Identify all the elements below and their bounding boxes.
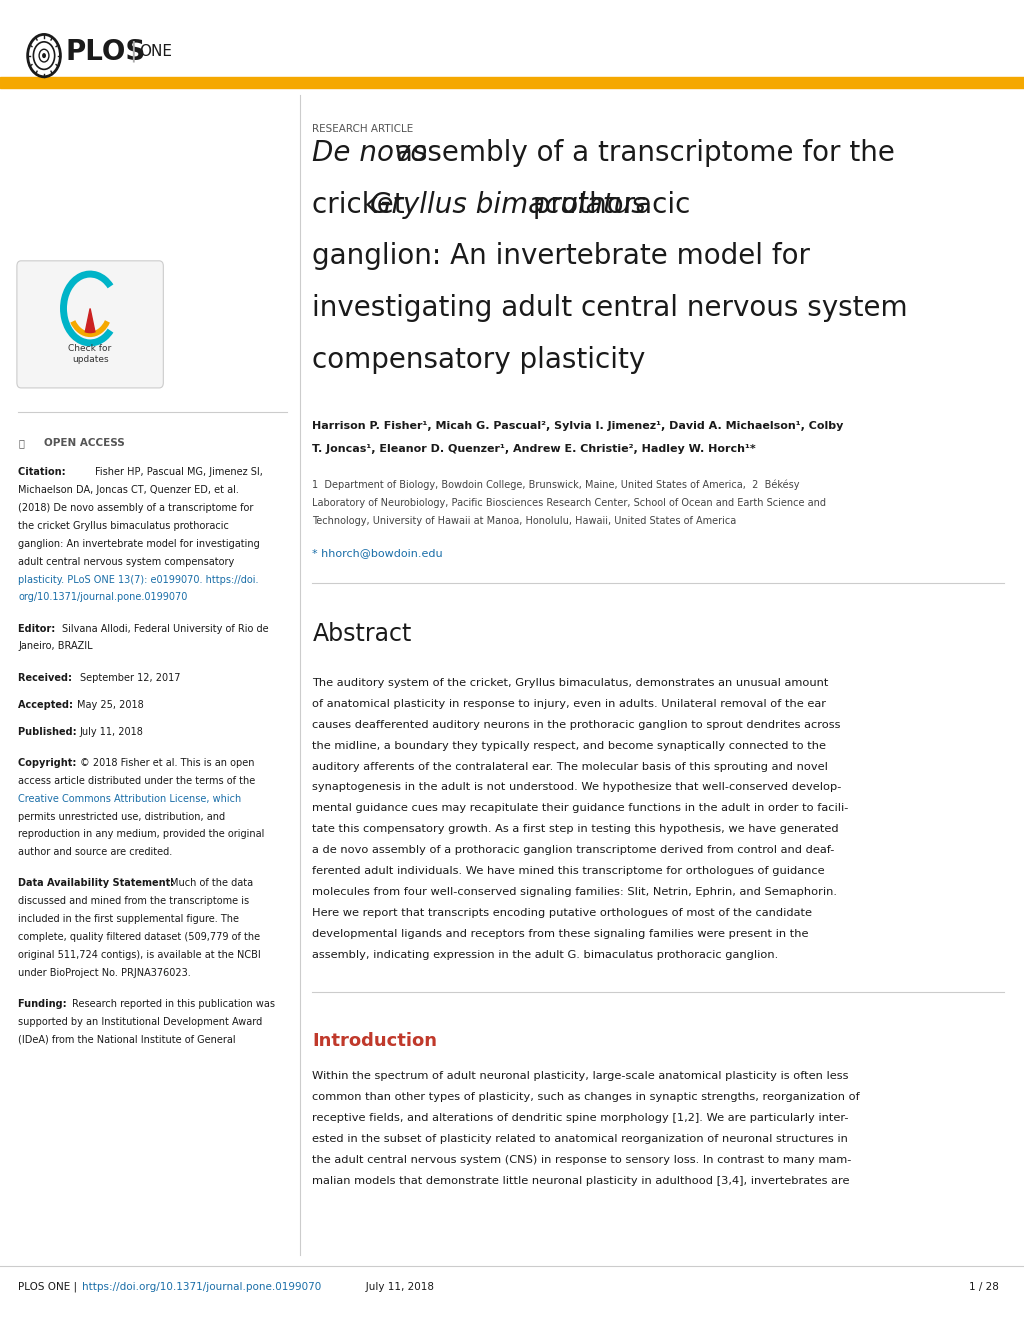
Text: the cricket Gryllus bimaculatus prothoracic: the cricket Gryllus bimaculatus prothora… xyxy=(18,522,229,531)
Text: RESEARCH ARTICLE: RESEARCH ARTICLE xyxy=(312,124,414,135)
Text: author and source are credited.: author and source are credited. xyxy=(18,847,173,858)
Text: Data Availability Statement:: Data Availability Statement: xyxy=(18,879,178,888)
Text: compensatory plasticity: compensatory plasticity xyxy=(312,346,645,373)
Text: 🔒: 🔒 xyxy=(18,438,25,449)
Text: Michaelson DA, Joncas CT, Quenzer ED, et al.: Michaelson DA, Joncas CT, Quenzer ED, et… xyxy=(18,486,240,495)
Text: plasticity. PLoS ONE 13(7): e0199070. https://doi.: plasticity. PLoS ONE 13(7): e0199070. ht… xyxy=(18,575,259,585)
Text: complete, quality filtered dataset (509,779 of the: complete, quality filtered dataset (509,… xyxy=(18,932,260,943)
Text: 1  Department of Biology, Bowdoin College, Brunswick, Maine, United States of Am: 1 Department of Biology, Bowdoin College… xyxy=(312,479,800,490)
Text: permits unrestricted use, distribution, and: permits unrestricted use, distribution, … xyxy=(18,812,225,822)
Text: September 12, 2017: September 12, 2017 xyxy=(80,673,180,683)
Text: prothoracic: prothoracic xyxy=(524,191,690,218)
Text: Within the spectrum of adult neuronal plasticity, large-scale anatomical plastic: Within the spectrum of adult neuronal pl… xyxy=(312,1071,849,1082)
Text: org/10.1371/journal.pone.0199070: org/10.1371/journal.pone.0199070 xyxy=(18,593,187,602)
Text: ONE: ONE xyxy=(139,44,172,60)
Text: © 2018 Fisher et al. This is an open: © 2018 Fisher et al. This is an open xyxy=(80,759,254,768)
Text: molecules from four well-conserved signaling families: Slit, Netrin, Ephrin, and: molecules from four well-conserved signa… xyxy=(312,887,838,898)
Text: Citation:: Citation: xyxy=(18,467,70,478)
Text: Received:: Received: xyxy=(18,673,76,683)
Text: ganglion: An invertebrate model for: ganglion: An invertebrate model for xyxy=(312,242,810,270)
Text: investigating adult central nervous system: investigating adult central nervous syst… xyxy=(312,294,908,322)
Text: original 511,724 contigs), is available at the NCBI: original 511,724 contigs), is available … xyxy=(18,951,261,960)
Text: Copyright:: Copyright: xyxy=(18,759,80,768)
Text: PLOS ONE |: PLOS ONE | xyxy=(18,1282,81,1292)
Text: Funding:: Funding: xyxy=(18,1000,71,1009)
Text: a de novo assembly of a prothoracic ganglion transcriptome derived from control : a de novo assembly of a prothoracic gang… xyxy=(312,845,835,855)
Text: Research reported in this publication was: Research reported in this publication wa… xyxy=(72,1000,274,1009)
Text: Gryllus bimaculatus: Gryllus bimaculatus xyxy=(370,191,645,218)
Circle shape xyxy=(42,53,46,58)
Text: the adult central nervous system (CNS) in response to sensory loss. In contrast : the adult central nervous system (CNS) i… xyxy=(312,1155,852,1165)
Text: ganglion: An invertebrate model for investigating: ganglion: An invertebrate model for inve… xyxy=(18,539,260,549)
Text: access article distributed under the terms of the: access article distributed under the ter… xyxy=(18,776,256,786)
Text: assembly, indicating expression in the adult G. bimaculatus prothoracic ganglion: assembly, indicating expression in the a… xyxy=(312,949,778,960)
Text: Check for
updates: Check for updates xyxy=(69,344,112,364)
Text: cricket: cricket xyxy=(312,191,414,218)
Wedge shape xyxy=(85,308,95,332)
Text: Harrison P. Fisher¹, Micah G. Pascual², Sylvia I. Jimenez¹, David A. Michaelson¹: Harrison P. Fisher¹, Micah G. Pascual², … xyxy=(312,421,844,432)
Text: causes deafferented auditory neurons in the prothoracic ganglion to sprout dendr: causes deafferented auditory neurons in … xyxy=(312,720,841,730)
Text: (2018) De novo assembly of a transcriptome for: (2018) De novo assembly of a transcripto… xyxy=(18,503,254,514)
Text: The auditory system of the cricket, Gryllus bimaculatus, demonstrates an unusual: The auditory system of the cricket, Gryl… xyxy=(312,678,828,688)
Text: Much of the data: Much of the data xyxy=(170,879,253,888)
Text: tate this compensatory growth. As a first step in testing this hypothesis, we ha: tate this compensatory growth. As a firs… xyxy=(312,825,839,834)
Text: PLOS: PLOS xyxy=(66,37,145,66)
Text: Introduction: Introduction xyxy=(312,1031,437,1050)
Text: ferented adult individuals. We have mined this transcriptome for orthologues of : ferented adult individuals. We have mine… xyxy=(312,866,825,876)
Text: common than other types of plasticity, such as changes in synaptic strengths, re: common than other types of plasticity, s… xyxy=(312,1092,860,1103)
Text: of anatomical plasticity in response to injury, even in adults. Unilateral remov: of anatomical plasticity in response to … xyxy=(312,699,826,708)
Text: July 11, 2018: July 11, 2018 xyxy=(80,727,143,737)
Text: July 11, 2018: July 11, 2018 xyxy=(356,1282,434,1292)
Text: included in the first supplemental figure. The: included in the first supplemental figur… xyxy=(18,915,240,924)
Text: Fisher HP, Pascual MG, Jimenez SI,: Fisher HP, Pascual MG, Jimenez SI, xyxy=(95,467,263,478)
Text: Technology, University of Hawaii at Manoa, Honolulu, Hawaii, United States of Am: Technology, University of Hawaii at Mano… xyxy=(312,516,736,527)
Text: auditory afferents of the contralateral ear. The molecular basis of this sprouti: auditory afferents of the contralateral … xyxy=(312,761,828,772)
FancyBboxPatch shape xyxy=(17,261,164,388)
Text: supported by an Institutional Development Award: supported by an Institutional Developmen… xyxy=(18,1017,263,1027)
Text: (IDeA) from the National Institute of General: (IDeA) from the National Institute of Ge… xyxy=(18,1035,237,1045)
Text: assembly of a transcriptome for the: assembly of a transcriptome for the xyxy=(387,139,895,167)
Text: adult central nervous system compensatory: adult central nervous system compensator… xyxy=(18,557,234,567)
Text: Here we report that transcripts encoding putative orthologues of most of the can: Here we report that transcripts encoding… xyxy=(312,908,812,918)
Text: May 25, 2018: May 25, 2018 xyxy=(77,700,143,710)
Text: Silvana Allodi, Federal University of Rio de: Silvana Allodi, Federal University of Ri… xyxy=(62,624,269,634)
Text: receptive fields, and alterations of dendritic spine morphology [1,2]. We are pa: receptive fields, and alterations of den… xyxy=(312,1113,849,1123)
Text: Editor:: Editor: xyxy=(18,624,59,634)
Text: discussed and mined from the transcriptome is: discussed and mined from the transcripto… xyxy=(18,896,250,907)
Text: synaptogenesis in the adult is not understood. We hypothesize that well-conserve: synaptogenesis in the adult is not under… xyxy=(312,782,842,793)
Text: under BioProject No. PRJNA376023.: under BioProject No. PRJNA376023. xyxy=(18,968,191,978)
Text: Janeiro, BRAZIL: Janeiro, BRAZIL xyxy=(18,642,93,651)
Text: ested in the subset of plasticity related to anatomical reorganization of neuron: ested in the subset of plasticity relate… xyxy=(312,1135,848,1144)
Text: OPEN ACCESS: OPEN ACCESS xyxy=(44,438,125,449)
Text: Accepted:: Accepted: xyxy=(18,700,77,710)
Text: reproduction in any medium, provided the original: reproduction in any medium, provided the… xyxy=(18,829,265,839)
Bar xyxy=(0,77,1024,87)
Text: Abstract: Abstract xyxy=(312,622,412,646)
Text: Creative Commons Attribution License, which: Creative Commons Attribution License, wh… xyxy=(18,794,242,804)
Text: Published:: Published: xyxy=(18,727,81,737)
Text: Laboratory of Neurobiology, Pacific Biosciences Research Center, School of Ocean: Laboratory of Neurobiology, Pacific Bios… xyxy=(312,498,826,508)
Text: |: | xyxy=(129,41,136,62)
Text: https://doi.org/10.1371/journal.pone.0199070: https://doi.org/10.1371/journal.pone.019… xyxy=(82,1282,322,1292)
Text: T. Joncas¹, Eleanor D. Quenzer¹, Andrew E. Christie², Hadley W. Horch¹*: T. Joncas¹, Eleanor D. Quenzer¹, Andrew … xyxy=(312,444,756,454)
Text: developmental ligands and receptors from these signaling families were present i: developmental ligands and receptors from… xyxy=(312,929,809,939)
Text: De novo: De novo xyxy=(312,139,428,167)
Text: mental guidance cues may recapitulate their guidance functions in the adult in o: mental guidance cues may recapitulate th… xyxy=(312,804,849,813)
Text: malian models that demonstrate little neuronal plasticity in adulthood [3,4], in: malian models that demonstrate little ne… xyxy=(312,1176,850,1186)
Text: * hhorch@bowdoin.edu: * hhorch@bowdoin.edu xyxy=(312,548,443,559)
Text: 1 / 28: 1 / 28 xyxy=(969,1282,998,1292)
Text: the midline, a boundary they typically respect, and become synaptically connecte: the midline, a boundary they typically r… xyxy=(312,740,826,751)
